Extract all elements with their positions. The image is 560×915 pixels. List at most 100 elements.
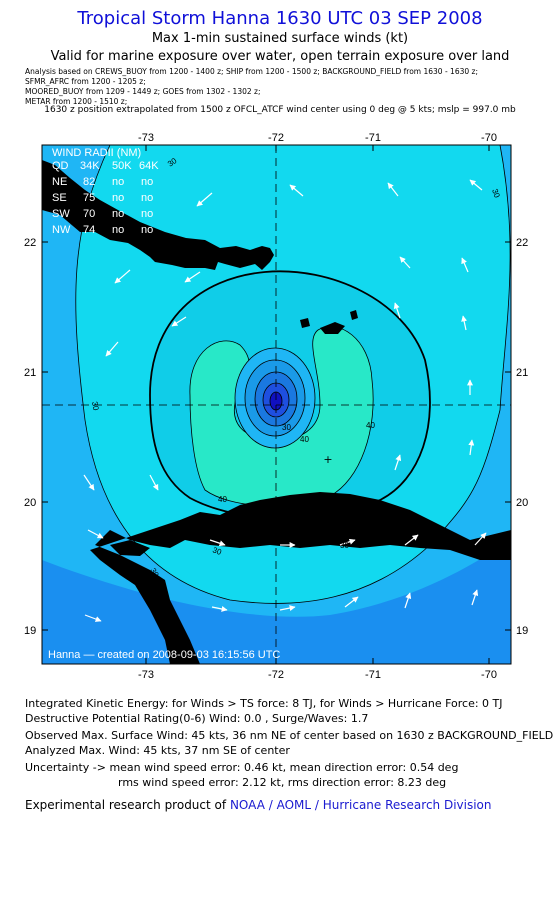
radii-row-nw-50k: no: [112, 224, 124, 236]
tick-marks: [42, 145, 511, 664]
radii-row-nw-64k: no: [141, 224, 153, 236]
wind-vector: [461, 257, 469, 273]
uncertainty-line-1: Uncertainty -> mean wind speed error: 0.…: [25, 761, 459, 774]
analysis-line-1: Analysis based on CREWS_BUOY from 1200 -…: [25, 67, 478, 76]
lon-tick-label-bottom: -70: [481, 669, 497, 680]
wind-vector: [344, 596, 359, 608]
contour-label: 30: [90, 401, 101, 412]
lat-tick-labels: 22 21 20 19 22 21 20 19: [24, 237, 528, 637]
credit-line: Experimental research product of NOAA / …: [25, 798, 492, 812]
contour-label: 30: [282, 423, 291, 432]
radii-header-34k: 34K: [80, 160, 100, 172]
lat-tick-label-right: 19: [516, 625, 528, 637]
radii-row-ne-50k: no: [112, 176, 124, 188]
lat-tick-label-left: 20: [24, 497, 36, 509]
wind-vector: [404, 534, 419, 546]
max-wind-marker: +: [323, 453, 332, 466]
contour-label: 40: [218, 495, 227, 504]
wind-vector: [279, 605, 296, 612]
analyzed-max-wind: Analyzed Max. Wind: 45 kts, 37 nm SE of …: [25, 744, 290, 757]
wind-vector: [114, 269, 131, 284]
analysis-line-4: METAR from 1200 - 1510 z;: [25, 97, 128, 106]
radii-row-sw-34k: 70: [83, 208, 95, 220]
lon-tick-label-top: -73: [138, 132, 154, 144]
uncertainty-line-2: rms wind speed error: 2.12 kt, rms direc…: [118, 776, 447, 789]
wind-vector: [474, 532, 487, 546]
credit-org-link[interactable]: NOAA / AOML / Hurricane Research Divisio…: [229, 798, 492, 812]
wind-vector: [184, 271, 201, 283]
wind-vector: [394, 454, 402, 471]
turks-island: [350, 310, 358, 320]
lon-tick-label-bottom: -73: [138, 669, 154, 680]
wind-vector: [105, 341, 119, 357]
contour-label: 30: [211, 545, 223, 557]
contour-label: 30: [340, 541, 349, 550]
wind-vector: [387, 182, 399, 197]
wind-vector: [83, 474, 95, 491]
wind-vector: [404, 592, 412, 609]
radii-row-sw-50k: no: [112, 208, 124, 220]
lon-tick-label-top: -70: [481, 132, 497, 144]
lat-tick-label-left: 22: [24, 237, 36, 249]
analysis-line-2: SFMR_AFRC from 1200 - 1205 z;: [25, 77, 146, 86]
wind-vector: [289, 184, 304, 197]
subtitle-max-winds: Max 1-min sustained surface winds (kt): [151, 31, 409, 46]
wind-vector: [171, 316, 187, 327]
wind-vector: [469, 179, 483, 191]
contour-label: 40: [366, 421, 375, 430]
radii-row-se-quadrant: SE: [52, 192, 67, 204]
wind-radii-title: WIND RADII (NM): [52, 147, 141, 159]
dpr-line: Destructive Potential Rating(0-6) Wind: …: [25, 712, 369, 725]
position-note: 1630 z position extrapolated from 1500 z…: [44, 105, 516, 115]
radii-row-nw-34k: 74: [83, 224, 95, 236]
radii-row-ne-quadrant: NE: [52, 176, 67, 188]
lat-tick-label-right: 22: [516, 237, 528, 249]
radii-row-ne-34k: 82: [83, 176, 95, 188]
observed-max-wind: Observed Max. Surface Wind: 45 kts, 36 n…: [25, 729, 554, 742]
wind-vector: [461, 315, 468, 331]
outer-low-wind-zone: [42, 540, 511, 664]
caicos-island-1: [300, 318, 310, 328]
contour-label: 30: [490, 188, 502, 200]
wind-vector: [211, 605, 228, 612]
wind-vector: [393, 302, 401, 319]
wind-vector: [468, 439, 475, 456]
radii-row-sw-64k: no: [141, 208, 153, 220]
ike-line: Integrated Kinetic Energy: for Winds > T…: [25, 697, 503, 710]
radii-header-50k: 50K: [112, 160, 132, 172]
analysis-line-3: MOORED_BUOY from 1209 - 1449 z; GOES fro…: [25, 87, 261, 96]
radii-row-se-50k: no: [112, 192, 124, 204]
credit-prefix: Experimental research product of: [25, 798, 227, 812]
plot-area: + 30 30 30 30 30 40 40 40 30 30 WIND RAD…: [42, 145, 511, 664]
radii-row-ne-64k: no: [141, 176, 153, 188]
map-footer-created: Hanna — created on 2008-09-03 16:15:56 U…: [48, 649, 280, 661]
lon-tick-label-top: -71: [365, 132, 381, 144]
wind-vector: [399, 256, 411, 269]
lat-tick-label-right: 21: [516, 367, 528, 379]
land-masses: [42, 160, 511, 664]
inagua-island: [250, 250, 272, 262]
lat-tick-label-right: 20: [516, 497, 528, 509]
radii-header-64k: 64K: [139, 160, 159, 172]
wind-vector: [209, 539, 226, 547]
lon-tick-label-top: -72: [268, 132, 284, 144]
caicos-island-2: [320, 322, 345, 334]
wind-radii-table: WIND RADII (NM) QD 34K 50K 64K NE 82 no …: [52, 147, 159, 236]
lon-tick-label-bottom: -71: [365, 669, 381, 680]
gonave-island: [110, 540, 150, 556]
cuba-coast: [42, 160, 274, 270]
wind-vector: [149, 474, 159, 491]
radii-row-nw-quadrant: NW: [52, 224, 71, 236]
wind-field-map: + 30 30 30 30 30 40 40 40 30 30 WIND RAD…: [24, 132, 528, 680]
lon-tick-label-bottom: -72: [268, 669, 284, 680]
radii-header-qd: QD: [52, 160, 69, 172]
subtitle-valid-exposure: Valid for marine exposure over water, op…: [50, 49, 510, 64]
wind-vectors: [83, 179, 487, 622]
radii-row-sw-quadrant: SW: [52, 208, 70, 220]
wind-vector: [196, 192, 213, 207]
radii-row-se-34k: 75: [83, 192, 95, 204]
hispaniola-haiti-coast: [90, 492, 511, 664]
contour-label: 40: [300, 435, 309, 444]
page-title: Tropical Storm Hanna 1630 UTC 03 SEP 200…: [77, 8, 483, 29]
wind-vector: [339, 538, 356, 546]
